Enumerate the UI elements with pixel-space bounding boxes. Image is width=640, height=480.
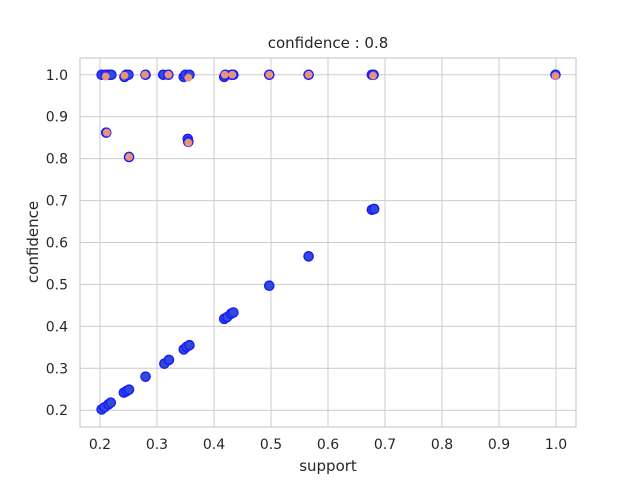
data-point-blue <box>140 371 151 382</box>
y-tick-label: 0.7 <box>46 194 68 210</box>
data-point-blue <box>163 354 175 366</box>
data-point-orange <box>220 70 229 79</box>
y-tick-label: 1.0 <box>46 68 68 84</box>
x-axis-label: support <box>299 457 357 475</box>
y-tick-label: 0.2 <box>46 403 68 419</box>
data-point-orange <box>369 71 377 80</box>
chart-title: confidence : 0.8 <box>268 34 389 52</box>
y-tick-label: 0.8 <box>46 152 68 168</box>
y-tick-label: 0.6 <box>46 236 68 252</box>
y-tick-label: 0.3 <box>46 361 68 377</box>
data-point-blue <box>368 203 380 215</box>
y-axis-label: confidence <box>24 201 42 283</box>
data-point-orange <box>184 138 193 147</box>
grid-lines <box>80 58 576 427</box>
data-point-orange <box>265 70 274 79</box>
data-point-blue <box>123 384 135 395</box>
x-tick-label: 0.7 <box>374 437 396 453</box>
x-tick-label: 1.0 <box>545 437 567 453</box>
data-point-orange <box>125 153 133 161</box>
x-tick-label: 0.9 <box>488 437 510 453</box>
data-point-orange <box>164 70 173 79</box>
data-point-orange <box>101 72 110 81</box>
x-tick-label: 0.5 <box>260 437 282 453</box>
data-point-orange <box>551 72 560 80</box>
plot-frame <box>79 57 577 428</box>
y-tick-label: 0.5 <box>46 277 68 293</box>
y-tick-label: 0.9 <box>46 110 68 126</box>
data-point-orange <box>102 128 111 137</box>
data-point-orange <box>228 70 237 79</box>
y-tick-label: 0.4 <box>46 319 68 335</box>
data-point-orange <box>141 70 149 79</box>
x-tick-label: 0.3 <box>146 437 168 453</box>
x-tick-label: 0.4 <box>203 437 225 453</box>
data-point-blue <box>228 307 239 318</box>
x-tick-labels: 0.2 0.3 0.4 0.5 0.6 0.7 0.8 0.9 1.0 <box>89 437 567 453</box>
data-point-blue <box>184 339 195 351</box>
data-point-blue <box>303 251 314 262</box>
data-point-orange <box>184 73 193 82</box>
data-points <box>96 69 561 415</box>
x-tick-label: 0.6 <box>317 437 339 453</box>
data-point-orange <box>304 70 313 79</box>
y-tick-labels: 0.2 0.3 0.4 0.5 0.6 0.7 0.8 0.9 1.0 <box>46 68 68 419</box>
data-point-blue <box>105 397 117 408</box>
x-tick-label: 0.2 <box>89 437 111 453</box>
x-tick-label: 0.8 <box>431 437 453 453</box>
data-point-blue <box>263 280 275 291</box>
data-point-orange <box>120 71 129 80</box>
